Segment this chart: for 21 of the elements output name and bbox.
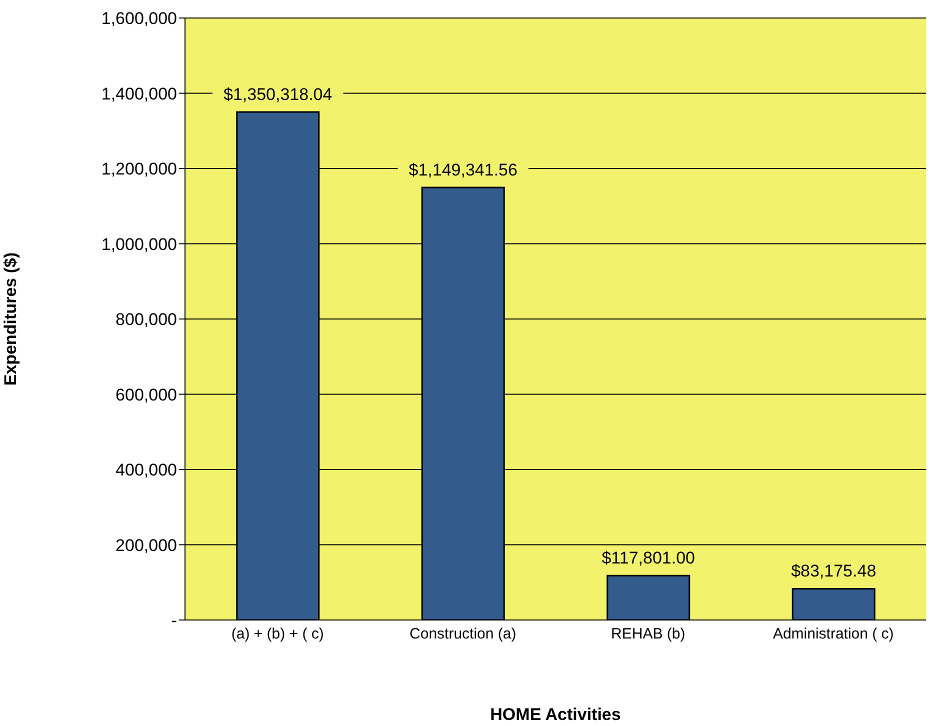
y-tick-label: 400,000 [116, 460, 177, 480]
data-label: $117,801.00 [602, 548, 696, 568]
y-tick-label: 1,000,000 [101, 234, 177, 254]
y-tick-label: 1,200,000 [101, 160, 177, 179]
y-tick-label: 600,000 [116, 385, 177, 404]
y-tick-label: 200,000 [116, 536, 177, 555]
y-tick-label: 1,600,000 [101, 9, 177, 28]
data-label: $83,175.48 [791, 562, 876, 581]
y-axis-title: Expenditures ($) [1, 252, 20, 386]
y-tick-label: - [171, 611, 177, 630]
bar [606, 574, 690, 620]
x-tick-label: (a) + (b) + ( c) [231, 626, 324, 643]
data-label: $1,350,318.04 [224, 84, 332, 104]
x-tick-label: REHAB (b) [611, 626, 686, 643]
x-axis-title: HOME Activities [490, 705, 621, 724]
x-tick-label: Administration ( c) [772, 626, 894, 643]
y-tick-label: 1,400,000 [101, 84, 177, 104]
data-label: $1,149,341.56 [408, 160, 518, 180]
y-tick-label: 800,000 [116, 310, 177, 330]
x-tick-label: Construction (a) [410, 626, 516, 643]
bar [792, 588, 876, 620]
